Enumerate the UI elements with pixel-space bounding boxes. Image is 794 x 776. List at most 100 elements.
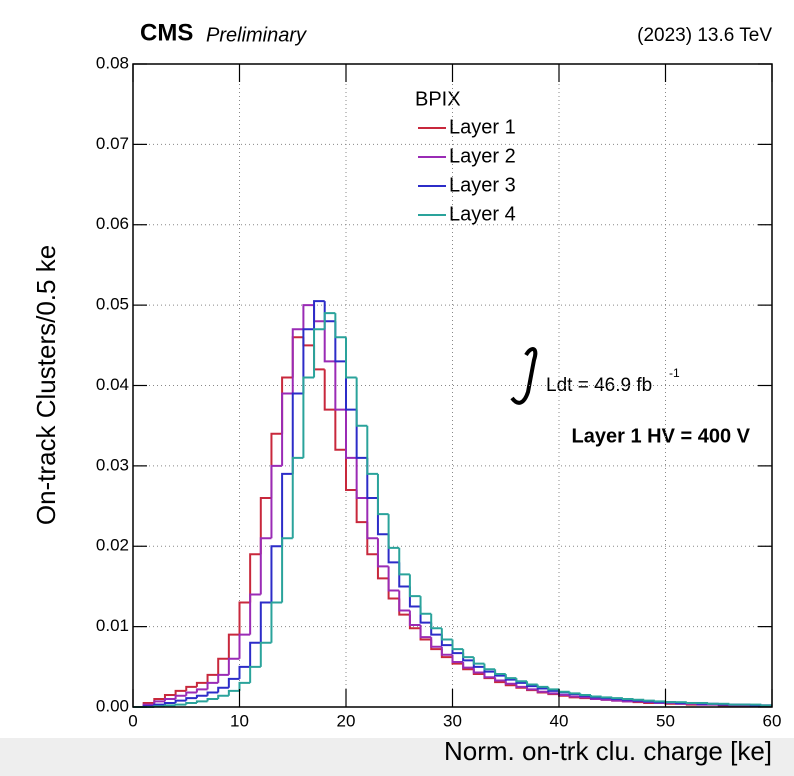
histogram-step: [589, 694, 602, 698]
histogram-step: [494, 677, 506, 682]
histogram-step: [313, 305, 325, 323]
annotation: Layer 1 HV = 400 V: [572, 425, 751, 447]
histogram-step: [323, 301, 336, 323]
histogram-step: [664, 701, 677, 704]
lumi-exponent: -1: [669, 366, 680, 380]
histogram-step: [206, 697, 219, 702]
y-axis-label: On-track Clusters/0.5 ke: [31, 245, 61, 525]
histogram-step: [227, 657, 240, 675]
histogram-step: [302, 328, 315, 394]
histogram-step: [526, 681, 538, 686]
histogram-step: [238, 601, 251, 635]
histogram-step: [600, 696, 613, 699]
histogram-step: [195, 688, 208, 693]
x-tick-label: 30: [443, 711, 462, 730]
histogram-step: [249, 593, 261, 635]
histogram-step: [398, 590, 410, 612]
histogram-step: [483, 663, 496, 671]
legend-label: Layer 3: [449, 174, 516, 196]
histogram-step: [174, 703, 187, 706]
histogram-step: [568, 691, 581, 695]
histogram-step: [472, 657, 485, 665]
histogram-step: [163, 697, 176, 702]
x-axis-label: Norm. on-trk clu. charge [ke]: [444, 736, 772, 766]
histogram-step: [707, 702, 719, 705]
y-tick-label: 0.08: [96, 53, 129, 72]
histogram-step: [387, 566, 400, 592]
histogram-step: [270, 545, 283, 603]
legend-label: Layer 4: [449, 203, 516, 225]
histogram-step: [174, 694, 187, 699]
histogram-step: [558, 689, 570, 693]
histogram-step: [504, 674, 517, 680]
histogram-step: [611, 697, 623, 700]
histogram-step: [238, 633, 251, 659]
histogram-step: [238, 681, 251, 691]
histogram-step: [249, 553, 261, 603]
histogram-step: [398, 547, 410, 576]
histogram-step: [302, 376, 315, 458]
histogram-step: [206, 673, 219, 683]
histogram-step: [206, 691, 219, 696]
histogram-step: [185, 685, 197, 691]
footer-band: [0, 738, 794, 776]
histogram-step: [259, 601, 272, 643]
histogram-step: [291, 392, 304, 474]
legend-label: Layer 2: [449, 145, 516, 167]
histogram-step: [249, 641, 261, 667]
histogram-step: [376, 498, 389, 536]
histogram-step: [483, 672, 496, 679]
histogram-step: [270, 601, 283, 643]
histogram-step: [302, 337, 315, 347]
histogram-step: [313, 328, 325, 378]
histogram-step: [632, 698, 645, 701]
histogram-step: [376, 473, 389, 516]
histogram-step: [440, 628, 453, 641]
integral-sign: [510, 347, 538, 405]
histogram-step: [334, 313, 346, 339]
x-tick-label: 20: [337, 711, 356, 730]
histogram-step: [355, 489, 368, 524]
histogram-step: [281, 537, 293, 603]
histogram-step: [600, 698, 613, 701]
histogram-step: [185, 701, 197, 705]
histogram-step: [366, 498, 378, 540]
histogram-step: [195, 681, 208, 687]
histogram-step: [270, 464, 283, 539]
x-tick-label: 40: [550, 711, 569, 730]
histogram-step: [195, 694, 208, 699]
histogram-step: [249, 665, 261, 683]
histogram-step: [558, 693, 570, 696]
histogram-step: [685, 701, 698, 704]
histogram-step: [163, 693, 176, 699]
histogram-step: [291, 456, 304, 539]
histogram-step: [419, 596, 432, 615]
y-tick-label: 0.03: [96, 455, 129, 474]
histogram-step: [345, 449, 357, 491]
histogram-step: [494, 669, 506, 676]
histogram-step: [355, 409, 368, 459]
histogram-step: [281, 376, 293, 434]
histogram-step: [238, 665, 251, 679]
histogram-step: [185, 697, 197, 701]
histogram-step: [408, 574, 421, 598]
histogram-step: [462, 649, 474, 659]
x-tick-label: 50: [656, 711, 675, 730]
histogram-step: [451, 639, 464, 651]
chart-subtitle: Preliminary: [206, 24, 307, 46]
histogram-step: [568, 694, 581, 698]
histogram-step: [387, 578, 400, 600]
histogram-step: [313, 345, 325, 371]
histogram-step: [259, 497, 272, 555]
histogram-step: [259, 537, 272, 595]
histogram-step: [430, 637, 442, 648]
histogram-step: [345, 409, 357, 459]
histogram-step: [259, 641, 272, 667]
histogram-step: [334, 321, 346, 363]
y-tick-label: 0.05: [96, 295, 129, 314]
histogram-step: [408, 614, 421, 630]
histogram-step: [195, 700, 208, 703]
histogram-step: [217, 694, 229, 699]
histogram-step: [398, 598, 410, 616]
